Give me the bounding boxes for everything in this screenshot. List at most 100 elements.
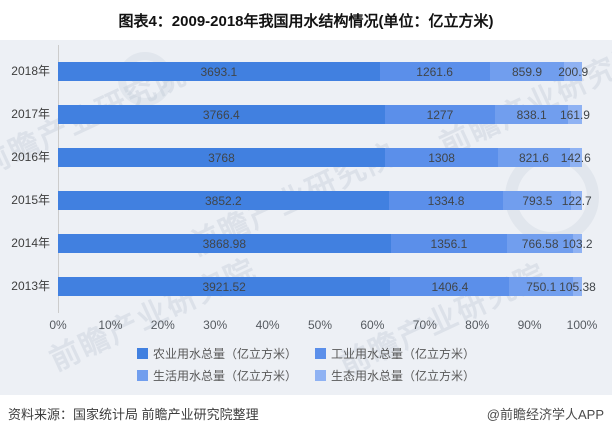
legend-swatch-icon xyxy=(315,369,326,381)
legend-row: 农业用水总量（亿立方米） 工业用水总量（亿立方米） xyxy=(0,342,612,364)
legend-item[interactable]: 生活用水总量（亿立方米） xyxy=(136,367,297,384)
x-axis-tick: 70% xyxy=(412,318,437,332)
y-axis-label: 2018年 xyxy=(11,64,50,78)
bar-value-label: 1406.4 xyxy=(431,279,469,294)
x-axis-tick: 10% xyxy=(98,318,123,332)
bar-value-label: 3868.98 xyxy=(202,236,247,251)
chart-panel: 前瞻产业研究院 前瞻产业研究院 前瞻产业研究院 前瞻产业研究院 前瞻产业研究院 … xyxy=(0,40,612,395)
bar-value-label: 200.9 xyxy=(558,64,589,79)
legend-item[interactable]: 工业用水总量（亿立方米） xyxy=(315,345,475,362)
y-axis-line xyxy=(58,45,59,313)
bar-segment: 3693.1 xyxy=(58,62,380,81)
bar-value-label: 766.58 xyxy=(521,236,559,251)
bar-segment: 1261.6 xyxy=(379,62,490,81)
x-axis-tick: 90% xyxy=(517,318,542,332)
bar-value-label: 838.1 xyxy=(516,107,547,122)
chart-title: 图表4：2009-2018年我国用水结构情况(单位：亿立方米) xyxy=(118,13,494,30)
bar-segment: 3852.2 xyxy=(58,191,389,210)
y-axis-label: 2015年 xyxy=(11,193,50,207)
bar-value-label: 3921.52 xyxy=(202,279,246,294)
bar-segment: 793.5 xyxy=(503,191,572,210)
bar-segment: 161.9 xyxy=(560,105,590,124)
bar-value-label: 3768 xyxy=(208,150,235,165)
y-axis-label: 2014年 xyxy=(11,236,50,250)
bar-segment: 1406.4 xyxy=(390,277,510,296)
source-text: 资料来源：国家统计局 前瞻产业研究院整理 xyxy=(8,407,259,422)
bar-segment: 859.9 xyxy=(489,62,565,81)
bar-value-label: 3693.1 xyxy=(200,64,238,79)
watermark-text: 前瞻产业研究院 xyxy=(434,40,612,163)
x-axis-tick: 0% xyxy=(49,318,67,332)
legend-label: 农业用水总量（亿立方米） xyxy=(152,346,297,361)
bar-value-label: 1356.1 xyxy=(430,236,468,251)
bar-value-label: 3766.4 xyxy=(202,107,240,122)
x-axis-tick: 80% xyxy=(465,318,490,332)
chart-row: 2016年 3768 1308 821.6 142.6 xyxy=(0,148,612,167)
bar-value-label: 1308 xyxy=(428,150,455,165)
bar-segment: 766.58 xyxy=(507,234,574,253)
bar-value-label: 1261.6 xyxy=(416,64,453,79)
bar-segment: 3768 xyxy=(58,148,385,167)
bar-value-label: 1277 xyxy=(426,107,454,122)
bar-value-label: 105.38 xyxy=(559,279,596,294)
x-axis-tick: 100% xyxy=(566,318,598,332)
legend-swatch-icon xyxy=(315,347,326,359)
legend: 农业用水总量（亿立方米） 工业用水总量（亿立方米） 生活用水总量（亿立方米） 生态用水… xyxy=(0,342,612,386)
bar-segment: 3766.4 xyxy=(58,105,385,124)
legend-swatch-icon xyxy=(136,347,148,359)
x-axis-tick: 30% xyxy=(203,318,228,332)
bar-segment: 105.38 xyxy=(559,277,596,296)
bar-value-label: 122.7 xyxy=(561,193,592,208)
x-axis-tick: 60% xyxy=(360,318,385,332)
stacked-bar: 3852.2 1334.8 793.5 122.7 xyxy=(58,191,592,210)
bar-segment: 1356.1 xyxy=(390,234,508,253)
bar-segment: 142.6 xyxy=(561,148,591,167)
y-axis-label: 2017年 xyxy=(11,107,50,121)
stacked-bar: 3693.1 1261.6 859.9 200.9 xyxy=(58,62,588,81)
legend-label: 生态用水总量（亿立方米） xyxy=(331,368,476,383)
bar-segment: 122.7 xyxy=(562,191,592,210)
bar-segment: 821.6 xyxy=(498,148,570,167)
legend-label: 工业用水总量（亿立方米） xyxy=(331,346,476,361)
bar-value-label: 750.1 xyxy=(526,279,557,294)
bar-value-label: 859.9 xyxy=(512,64,543,79)
bar-segment: 200.9 xyxy=(558,62,588,81)
bar-segment: 1277 xyxy=(384,105,496,124)
legend-item[interactable]: 农业用水总量（亿立方米） xyxy=(136,345,297,362)
bar-segment: 838.1 xyxy=(495,105,568,124)
stacked-bar: 3921.52 1406.4 750.1 105.38 xyxy=(58,277,596,296)
bar-value-label: 3852.2 xyxy=(205,193,242,208)
bar-segment: 750.1 xyxy=(509,277,574,296)
y-axis-label: 2016年 xyxy=(11,150,50,164)
x-axis-tick: 20% xyxy=(150,318,175,332)
bar-segment: 1334.8 xyxy=(388,191,504,210)
bar-segment: 3868.98 xyxy=(58,234,391,253)
legend-item[interactable]: 生态用水总量（亿立方米） xyxy=(315,367,475,384)
x-axis: 0% 10% 20% 30% 40% 50% 60% 70% 80% 90% 100% xyxy=(49,318,597,334)
y-axis-label: 2013年 xyxy=(11,279,50,293)
chart-row: 2014年 3868.98 1356.1 766.58 103.2 xyxy=(0,234,612,253)
legend-label: 生活用水总量（亿立方米） xyxy=(152,368,297,383)
legend-swatch-icon xyxy=(136,369,148,381)
stacked-bar: 3766.4 1277 838.1 161.9 xyxy=(58,105,590,124)
bar-value-label: 161.9 xyxy=(559,107,590,122)
chart-row: 2017年 3766.4 1277 838.1 161.9 xyxy=(0,105,612,124)
bar-value-label: 142.6 xyxy=(560,150,591,165)
bar-segment: 3921.52 xyxy=(58,277,391,296)
bar-value-label: 103.2 xyxy=(562,236,593,251)
bar-segment: 1308 xyxy=(384,148,499,167)
footer: 资料来源：国家统计局 前瞻产业研究院整理 @前瞻经济学人APP xyxy=(0,404,612,423)
x-axis-tick: 40% xyxy=(255,318,280,332)
chart-row: 2013年 3921.52 1406.4 750.1 105.38 xyxy=(0,277,612,296)
stacked-bar: 3768 1308 821.6 142.6 xyxy=(58,148,591,167)
bar-value-label: 1334.8 xyxy=(427,193,465,208)
chart-row: 2015年 3852.2 1334.8 793.5 122.7 xyxy=(0,191,612,210)
bar-value-label: 793.5 xyxy=(522,193,553,208)
legend-row: 生活用水总量（亿立方米） 生态用水总量（亿立方米） xyxy=(0,364,612,386)
bar-segment: 103.2 xyxy=(563,234,593,253)
bar-value-label: 821.6 xyxy=(518,150,549,165)
x-axis-tick: 50% xyxy=(307,318,333,332)
credit-text: @前瞻经济学人APP xyxy=(486,407,604,422)
stacked-bar: 3868.98 1356.1 766.58 103.2 xyxy=(58,234,593,253)
chart-row: 2018年 3693.1 1261.6 859.9 200.9 xyxy=(0,62,612,81)
